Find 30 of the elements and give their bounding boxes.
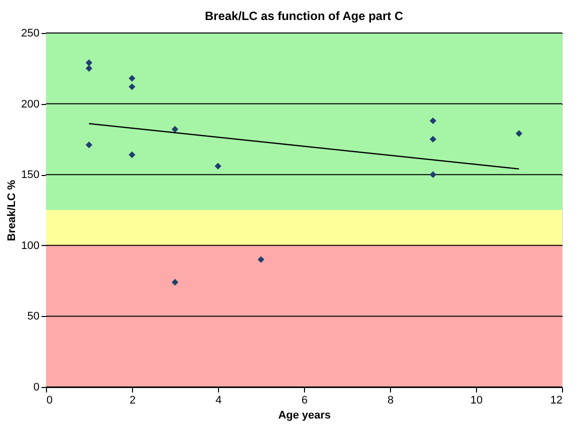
point (86, 59, 92, 66)
point (172, 278, 178, 286)
y-tick-label: 100 (21, 240, 40, 252)
point (128, 151, 136, 158)
x-tick-label: 4 (215, 394, 222, 406)
point (86, 142, 92, 148)
x-tick-label: 6 (301, 394, 308, 406)
point (430, 136, 436, 143)
y-axis-title: Break/LC % (6, 180, 18, 242)
point (128, 74, 136, 82)
y-tick-label: 50 (27, 310, 40, 323)
x-tick-label: 0 (46, 394, 53, 406)
x-axis-title: Age years (278, 410, 331, 422)
x-tick-label: 2 (129, 394, 136, 406)
y-tick-label: 200 (21, 98, 40, 110)
point (516, 130, 522, 137)
point (172, 126, 178, 133)
point (258, 256, 264, 263)
point (430, 171, 436, 178)
x-tick-label: 8 (387, 394, 394, 406)
x-tick-label: 12 (550, 394, 562, 406)
point (86, 65, 92, 72)
y-tick-label: 150 (21, 169, 40, 182)
chart-title: Break/LC as function of Age part C (204, 9, 404, 23)
point (430, 117, 436, 124)
point (128, 83, 136, 90)
y-tick-label: 250 (21, 28, 40, 40)
y-tick-label: 0 (33, 382, 40, 394)
point (214, 162, 222, 170)
x-tick-label: 10 (470, 394, 483, 406)
